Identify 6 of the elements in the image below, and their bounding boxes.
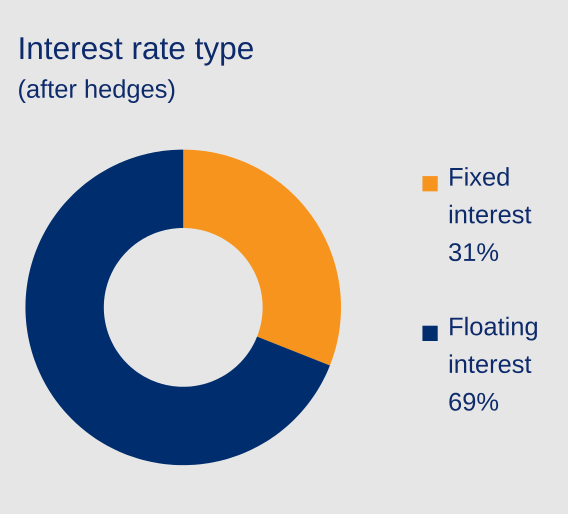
chart-subtitle: (after hedges) [19, 79, 174, 103]
data-label: 31% [449, 243, 498, 262]
legend-label: Floating interest [450, 316, 537, 374]
chart-title: Interest rate type [20, 37, 253, 66]
legend-label: Fixed interest [450, 167, 532, 224]
data-label: 69% [449, 392, 498, 411]
